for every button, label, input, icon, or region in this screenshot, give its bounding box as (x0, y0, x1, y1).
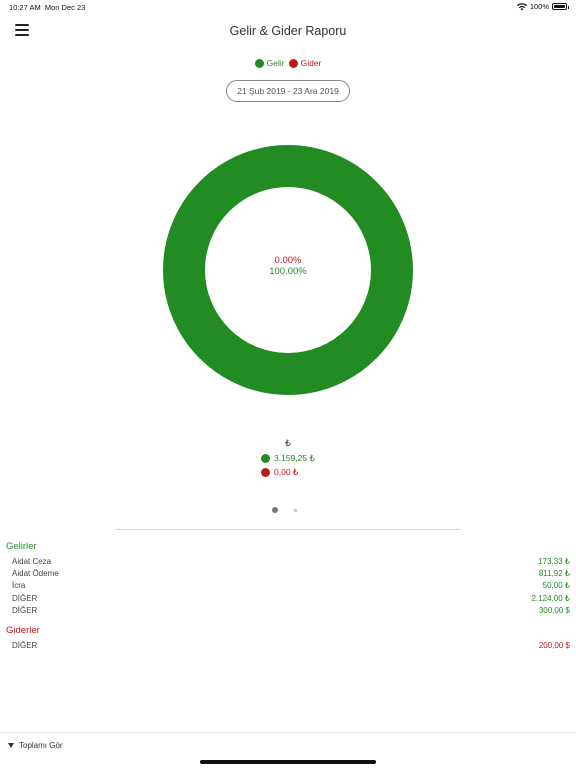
page-title: Gelir & Gider Raporu (229, 24, 347, 38)
totals-summary: 3.159,25 ₺ 0,00 ₺ (261, 452, 315, 480)
date-range-button[interactable]: 21 Şub 2019 - 23 Ara 2019 (226, 80, 350, 102)
donut-chart (163, 145, 413, 395)
income-total-row: 3.159,25 ₺ (261, 452, 315, 465)
status-time: 10:27 AM Mon Dec 23 (9, 3, 86, 12)
expense-total: 0,00 ₺ (274, 467, 299, 477)
battery-icon (552, 3, 569, 10)
donut-center-labels: 0.00% 100.00% (205, 255, 371, 277)
page-dot-1[interactable] (272, 507, 278, 513)
menu-icon[interactable] (15, 24, 29, 36)
page-dot-2[interactable] (294, 508, 297, 512)
legend-swatch-gider (288, 58, 298, 68)
status-bar: 10:27 AM Mon Dec 23 100% (0, 0, 576, 14)
income-row-amount: 173,33 ₺ (538, 557, 570, 566)
income-row-amount: 811,92 ₺ (538, 569, 570, 578)
expense-row-amount: 200,00 $ (538, 641, 570, 650)
wifi-icon (516, 2, 527, 10)
income-row-name: Aidat Ceza (12, 557, 52, 566)
chart-legend: Gelir Gider (0, 58, 576, 68)
triangle-down-icon (8, 743, 14, 748)
income-row-name: DİĞER (12, 606, 38, 615)
page-indicator[interactable] (272, 507, 297, 513)
legend-item-gelir[interactable]: Gelir (254, 58, 285, 68)
income-row: DİĞER 2.124,00 ₺ (12, 594, 570, 606)
legend-item-gider[interactable]: Gider (288, 58, 322, 68)
divider (115, 529, 461, 530)
expense-section-title: Giderler (6, 625, 40, 636)
income-row-name: İcra (12, 581, 26, 590)
legend-label-gelir: Gelir (266, 58, 285, 68)
income-total: 3.159,25 ₺ (274, 453, 315, 463)
income-row: Aidat Ödeme 811,92 ₺ (12, 569, 570, 581)
expense-dot (261, 468, 270, 477)
income-section-title: Gelirler (6, 541, 37, 552)
income-row-name: DİĞER (12, 594, 38, 603)
income-row-amount: 2.124,00 ₺ (531, 594, 570, 603)
legend-swatch-gelir (254, 58, 264, 68)
income-row-name: Aidat Ödeme (12, 569, 59, 578)
home-indicator (200, 760, 376, 764)
bottom-bar: Toplamı Gör (0, 732, 576, 769)
donut-center-income-percent: 100.00% (269, 266, 307, 277)
donut-slice-gelir (163, 145, 413, 395)
expense-row-name: DİĞER (12, 641, 38, 650)
legend-label-gider: Gider (300, 58, 322, 68)
currency-symbol: ₺ (285, 438, 291, 448)
donut-center-expense-percent: 0.00% (274, 255, 302, 266)
show-total-label: Toplamı Gör (19, 741, 63, 750)
income-row: DİĞER 300,00 $ (12, 606, 570, 618)
income-row-amount: 300,00 $ (538, 606, 570, 615)
expense-row: DİĞER 200,00 $ (12, 641, 570, 653)
status-right: 100% (516, 2, 569, 11)
expense-total-row: 0,00 ₺ (261, 466, 315, 479)
show-total-toggle[interactable]: Toplamı Gör (8, 741, 63, 750)
income-row: İcra 50,00 ₺ (12, 581, 570, 593)
income-row-amount: 50,00 ₺ (542, 581, 570, 590)
income-row: Aidat Ceza 173,33 ₺ (12, 557, 570, 569)
battery-percent: 100% (529, 2, 549, 11)
income-dot (261, 454, 270, 463)
